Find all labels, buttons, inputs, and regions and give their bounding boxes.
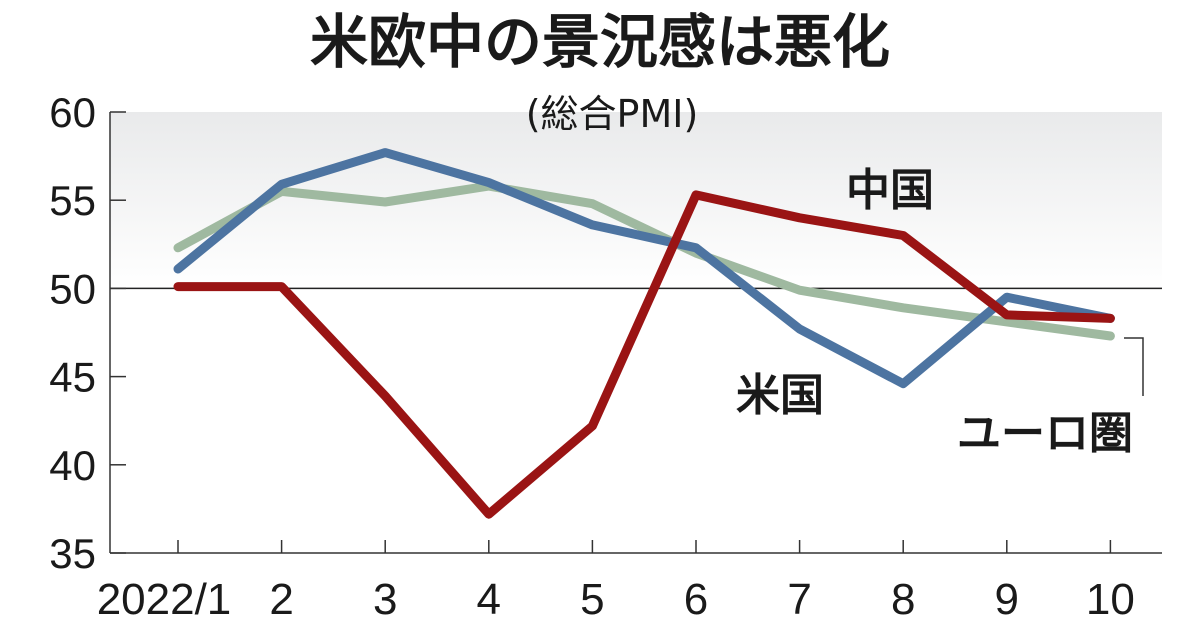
x-tick-label: 8 (891, 575, 915, 624)
chart-subtitle: (総合PMI) (526, 92, 699, 136)
x-tick-label: 7 (787, 575, 811, 624)
series-label-2: 中国 (846, 165, 934, 216)
y-tick-label: 60 (49, 89, 96, 136)
series-line-2 (173, 190, 1115, 519)
series-line-0 (173, 181, 1115, 341)
y-tick-label: 50 (49, 265, 96, 312)
y-tick-label: 55 (49, 177, 96, 224)
plot-background (110, 112, 1162, 289)
x-tick-label: 5 (580, 575, 604, 624)
y-tick-label: 45 (49, 354, 96, 401)
y-tick-label: 40 (49, 442, 96, 489)
chart-title: 米欧中の景況感は悪化 (310, 8, 890, 76)
x-tick-label: 4 (477, 575, 501, 624)
x-tick-label: 6 (684, 575, 708, 624)
x-tick-label: 3 (373, 575, 397, 624)
x-tick-label: 2 (269, 575, 293, 624)
series-label-0: ユーロ圏 (957, 408, 1133, 459)
series-label-1: 米国 (736, 370, 824, 421)
series-line-1 (173, 148, 1115, 389)
x-tick-label: 9 (995, 575, 1019, 624)
eurozone-leader-line (1124, 337, 1144, 396)
x-tick-label: 2022/1 (97, 575, 232, 624)
y-tick-label: 35 (49, 530, 96, 577)
x-tick-label: 10 (1086, 575, 1135, 624)
